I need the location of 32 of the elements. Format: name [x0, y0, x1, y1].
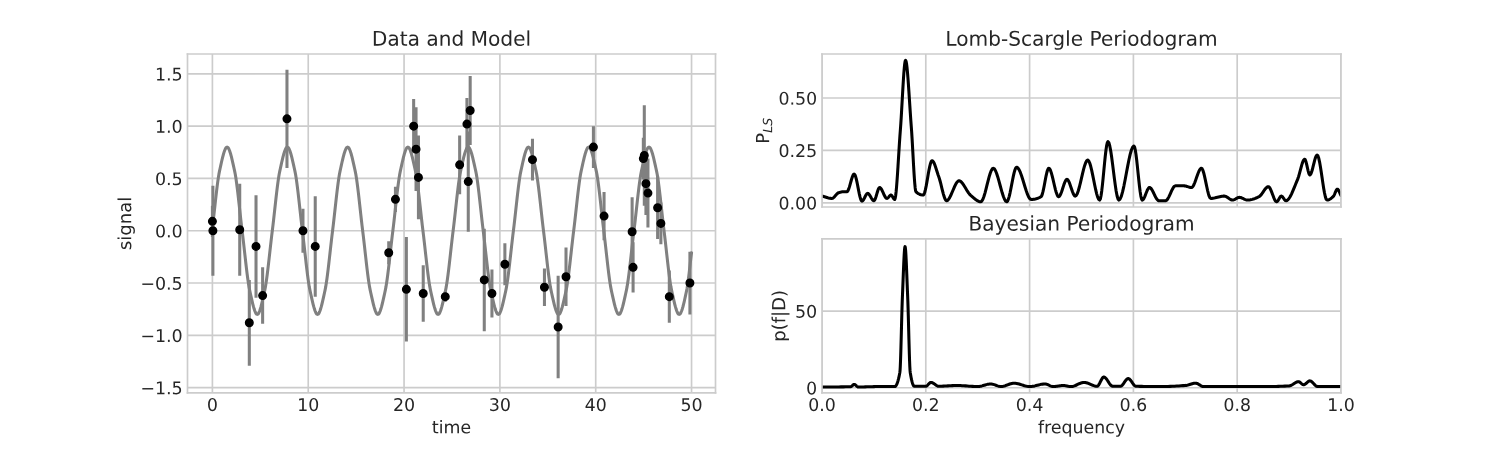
- y-tick-label: 0: [807, 381, 816, 395]
- x-tick-label: 1.0: [1329, 398, 1354, 412]
- y-axis-title: p(f|D): [771, 291, 790, 341]
- x-tick-label: 0: [208, 398, 217, 412]
- y-tick-label: −1.0: [142, 329, 182, 343]
- x-tick-label: 10: [299, 398, 319, 412]
- x-tick-label: 0.0: [809, 398, 835, 412]
- y-tick-label: 0.50: [779, 91, 816, 105]
- y-tick-label: −0.5: [142, 276, 182, 290]
- y-tick-label: 0.00: [779, 196, 816, 210]
- x-tick-label: 30: [490, 398, 510, 412]
- chart-title: Data and Model: [373, 30, 530, 46]
- x-tick-label: 40: [585, 398, 606, 412]
- x-tick-label: 20: [394, 398, 414, 412]
- x-tick-label: 0.4: [1016, 398, 1043, 412]
- x-axis-title: frequency: [1038, 420, 1125, 437]
- y-tick-label: 1.5: [156, 67, 182, 81]
- x-tick-label: 0.6: [1120, 398, 1147, 412]
- chart-title: Lomb-Scargle Periodogram: [947, 30, 1216, 50]
- y-axis-title: signal: [117, 198, 135, 250]
- x-tick-label: 0.2: [913, 398, 938, 412]
- x-tick-label: 0.8: [1224, 398, 1250, 412]
- y-tick-label: 1.0: [156, 119, 182, 134]
- x-axis-title: time: [432, 420, 471, 434]
- y-tick-label: −1.5: [142, 381, 182, 395]
- x-tick-label: 50: [681, 398, 702, 412]
- y-tick-label: 0.0: [156, 224, 182, 238]
- y-axis-title: P$_{LS}$: [755, 118, 773, 143]
- chart-title: Bayesian Periodogram: [970, 215, 1193, 235]
- y-tick-label: 0.5: [156, 172, 182, 186]
- y-tick-label: 0.25: [779, 144, 816, 158]
- y-tick-label: 50: [796, 304, 816, 318]
